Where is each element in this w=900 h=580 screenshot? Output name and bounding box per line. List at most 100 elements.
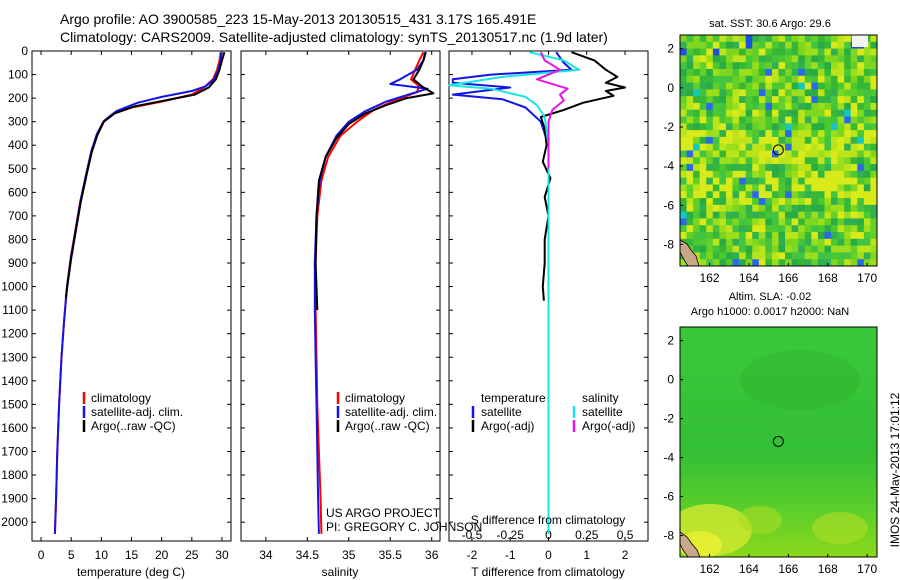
sst-cell (844, 170, 852, 178)
sst-cell (798, 143, 806, 151)
sst-cell (725, 75, 733, 83)
sst-cell (831, 109, 838, 117)
sst-cell (798, 35, 806, 43)
sst-cell (771, 157, 779, 165)
sst-cell (804, 170, 812, 178)
sst-cell (857, 89, 865, 97)
sst-cell (837, 198, 845, 206)
series-line-argo-raw-qc- (64, 51, 226, 299)
sst-cell (817, 130, 825, 138)
sst-cell (712, 211, 720, 219)
sst-cell (844, 123, 852, 131)
sst-cell (831, 143, 838, 151)
x-tick-label: 20 (155, 548, 169, 562)
sst-cell (699, 204, 707, 212)
x-tick-label: 25 (185, 548, 199, 562)
profile-location-marker (772, 144, 784, 156)
sst-cell (791, 211, 799, 219)
sst-cell (758, 225, 766, 233)
sst-cell (863, 191, 871, 199)
sst-cell (771, 259, 779, 266)
sst-cell (831, 238, 838, 246)
sst-cell (804, 204, 812, 212)
y-tick-label: 1300 (1, 350, 28, 364)
sst-cell (850, 157, 858, 165)
sst-cell (758, 48, 766, 56)
sst-cell (680, 89, 687, 97)
sst-cell (870, 170, 877, 178)
sst-cell (771, 35, 779, 43)
sst-cell (765, 130, 773, 138)
sst-cell (844, 62, 852, 70)
sst-cell (725, 218, 733, 226)
sst-cell (870, 136, 877, 144)
sst-cell (804, 218, 812, 226)
sst-cell (791, 35, 799, 43)
temperature-xlabel: temperature (deg C) (77, 565, 185, 579)
sst-cell (791, 75, 799, 83)
sst-cell (686, 211, 694, 219)
s-tick-label: -0.25 (497, 528, 525, 542)
sst-cell (745, 35, 753, 43)
sst-cell (857, 123, 865, 131)
sst-cell (870, 62, 877, 70)
sst-cell (837, 232, 845, 240)
sst-cell (699, 170, 707, 178)
sst-cell (850, 252, 858, 260)
sst-cell (732, 102, 740, 111)
sst-cell (824, 116, 832, 124)
sst-cell (778, 211, 786, 219)
sst-cell (680, 116, 687, 124)
sst-cell (844, 184, 852, 192)
sst-cell (758, 62, 766, 70)
sst-cell (785, 123, 792, 131)
sst-cell (831, 164, 838, 172)
sst-cell (778, 68, 786, 77)
sst-cell (706, 143, 714, 151)
sst-cell (870, 48, 877, 56)
sst-cell (693, 123, 700, 131)
sst-cell (712, 102, 720, 111)
sst-cell (863, 177, 871, 185)
sst-cell (778, 96, 786, 104)
sst-cell (699, 82, 707, 90)
sst-cell (844, 116, 852, 124)
sst-cell (824, 164, 832, 172)
sst-cell (686, 123, 694, 131)
sst-cell (811, 123, 819, 131)
x-tick-label: 0 (38, 548, 45, 562)
sst-cell (798, 259, 806, 266)
sst-cell (706, 211, 714, 219)
sst-cell (804, 41, 812, 49)
sst-cell (857, 259, 865, 266)
x-tick-label: 36 (425, 548, 439, 562)
sst-cell (693, 35, 700, 43)
sst-cell (844, 232, 852, 240)
sst-cell (798, 184, 806, 192)
sst-cell (785, 225, 792, 233)
sst-cell (745, 68, 753, 77)
sst-cell (680, 130, 687, 138)
sst-cell (706, 35, 714, 43)
sst-cell (785, 150, 792, 158)
sst-cell (857, 68, 865, 77)
sst-cell (686, 143, 694, 151)
sst-cell (725, 109, 733, 117)
sst-cell (857, 191, 865, 199)
sst-nodata-patch (852, 35, 868, 47)
sst-cell (817, 96, 825, 104)
sst-cell (778, 259, 786, 266)
sst-cell (680, 157, 687, 165)
sst-cell (811, 184, 819, 192)
sst-cell (850, 123, 858, 131)
sst-cell (824, 232, 832, 240)
sst-cell (758, 170, 766, 178)
map-x-tick-label: 170 (857, 562, 877, 576)
sst-cell (798, 177, 806, 185)
sst-cell (798, 164, 806, 172)
sst-cell (732, 259, 740, 266)
sst-cell (778, 102, 786, 111)
sst-cell (771, 130, 779, 138)
sst-cell (844, 238, 852, 246)
sst-cell (771, 238, 779, 246)
